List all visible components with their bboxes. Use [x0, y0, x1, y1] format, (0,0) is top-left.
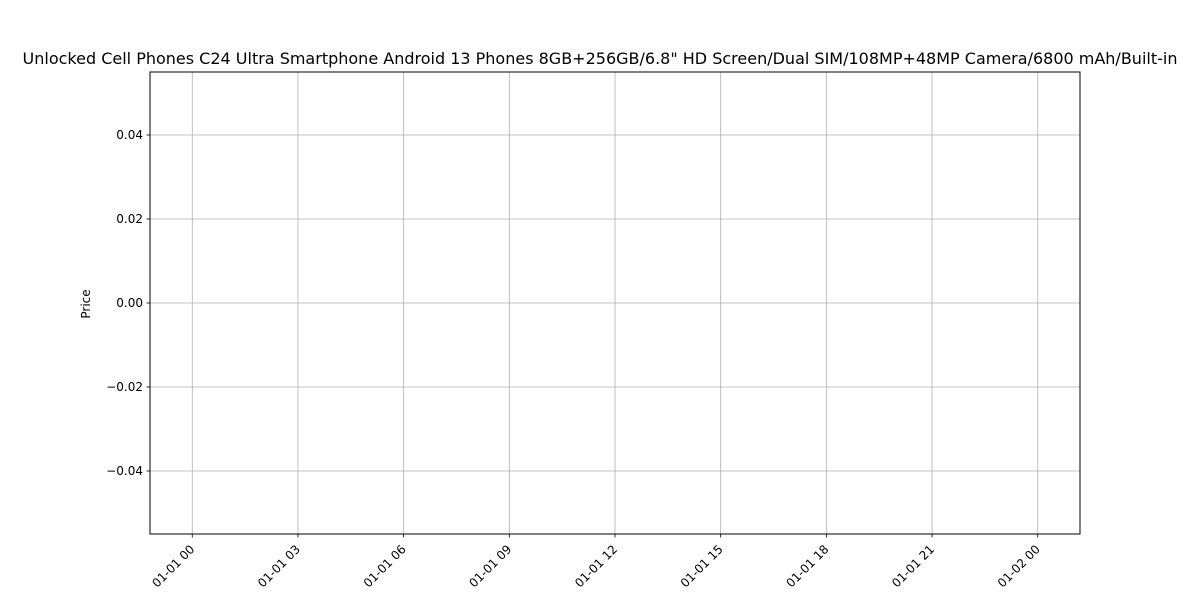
y-tick-label: 0.04 — [116, 128, 143, 142]
plot-area-frame — [149, 71, 1081, 535]
x-tick-label: 01-01 06 — [361, 542, 409, 590]
x-tick-label: 01-01 18 — [783, 542, 831, 590]
x-tick-label: 01-01 15 — [678, 542, 726, 590]
y-tick-label: −0.02 — [106, 380, 143, 394]
y-tick-label: 0.02 — [116, 212, 143, 226]
x-axis-ticks: 01-01 00 01-01 03 01-01 06 01-01 09 01-01 12… — [149, 534, 1043, 590]
x-tick-label: 01-01 00 — [149, 542, 197, 590]
chart-title: Unlocked Cell Phones C24 Ultra Smartphon… — [23, 49, 1178, 68]
grid-lines — [150, 72, 1080, 534]
y-axis-ticks: −0.04 −0.02 0.00 0.02 0.04 — [106, 128, 150, 478]
y-tick-label: 0.00 — [116, 296, 143, 310]
x-tick-label: 01-01 09 — [466, 542, 514, 590]
x-tick-label: 01-01 03 — [255, 542, 303, 590]
y-tick-label: −0.04 — [106, 464, 143, 478]
x-tick-label: 01-02 00 — [995, 542, 1043, 590]
y-axis-label: Price — [79, 289, 93, 318]
x-tick-label: 01-01 12 — [572, 542, 620, 590]
x-tick-label: 01-01 21 — [889, 542, 937, 590]
